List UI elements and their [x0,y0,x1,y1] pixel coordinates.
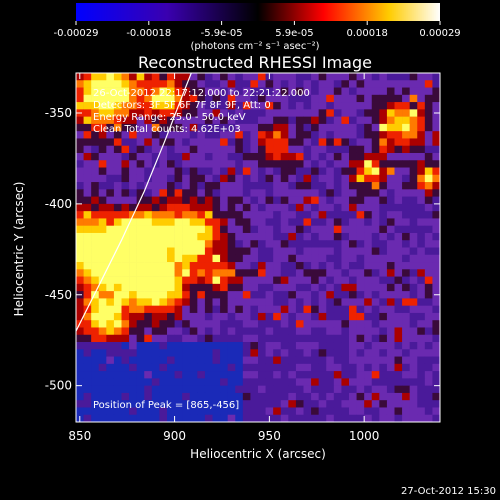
annotation-detectors: Detectors: 3F 5F 6F 7F 8F 9F, Att: 0 [93,100,271,111]
colorbar-tick-label: 0.00018 [347,28,388,39]
chart-title: Reconstructed RHESSI Image [138,53,372,72]
heatmap [76,73,440,422]
annotation-peak: Position of Peak = [865,-456] [93,400,239,411]
axis-ticks: 850 900 950 1000 -350 -400 -450 -500 [45,73,440,443]
solar-limb-line [76,73,192,332]
x-tick-label: 1000 [349,429,380,443]
x-tick-label: 950 [258,429,281,443]
x-tick-label: 850 [68,429,91,443]
colorbar [76,3,440,21]
x-tick-label: 900 [163,429,186,443]
colorbar-tick-label: -0.00029 [54,28,99,39]
colorbar-tick-label: 0.00029 [419,28,460,39]
annotation-time-range: 26-Oct-2012 22:17:12.000 to 22:21:22.000 [93,88,310,99]
y-tick-label: -400 [45,197,72,211]
annotation-energy: Energy Range: 25.0 - 50.0 keV [93,112,246,123]
colorbar-unit-label: (photons cm⁻² s⁻¹ asec⁻²) [190,41,319,52]
colorbar-tick-label: 5.9e-05 [275,28,313,39]
y-tick-label: -500 [45,379,72,393]
y-tick-label: -350 [45,106,72,120]
colorbar-tick-label: -0.00018 [126,28,171,39]
annotation-method: Clean Total counts: 4.62E+03 [93,124,241,135]
x-axis-label: Heliocentric X (arcsec) [190,447,326,461]
y-tick-label: -450 [45,288,72,302]
plot-frame [75,72,441,423]
y-axis-label: Heliocentric Y (arcsec) [12,182,26,317]
timestamp: 27-Oct-2012 15:30 [401,486,496,497]
colorbar-ticks: -0.00029 -0.00018 -5.9e-05 5.9e-05 0.00018 0.… [54,21,461,39]
colorbar-tick-label: -5.9e-05 [201,28,243,39]
